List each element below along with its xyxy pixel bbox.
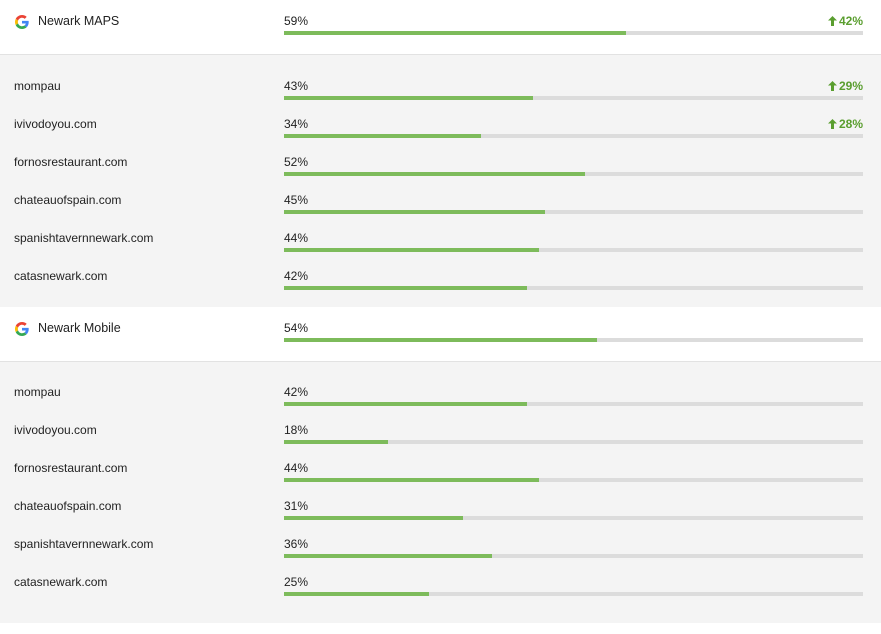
progress-fill xyxy=(284,96,533,100)
progress-fill xyxy=(284,31,626,35)
progress-fill xyxy=(284,554,493,558)
competitor-percent: 45% xyxy=(284,193,309,207)
list-item: fornosrestaurant.com 44% xyxy=(0,438,881,482)
competitor-percent: 36% xyxy=(284,537,309,551)
list-item: spanishtavernnewark.com 36% xyxy=(0,514,881,558)
progress-bar xyxy=(284,248,863,252)
progress-bar xyxy=(284,134,863,138)
list-item: mompau 42% xyxy=(0,362,881,406)
competitor-name: fornosrestaurant.com xyxy=(14,155,128,169)
section-title: Newark Mobile xyxy=(38,321,121,335)
progress-fill xyxy=(284,516,464,520)
section-header-newark-maps: Newark MAPS 59% 42% xyxy=(0,0,881,55)
competitor-name: chateauofspain.com xyxy=(14,499,122,513)
progress-bar xyxy=(284,286,863,290)
competitor-name: spanishtavernnewark.com xyxy=(14,231,154,245)
competitor-percent: 52% xyxy=(284,155,309,169)
competitor-percent: 43% xyxy=(284,79,309,93)
list-item: ivivodoyou.com 34% 28% xyxy=(0,94,881,138)
progress-fill xyxy=(284,338,597,342)
change-indicator: 28% xyxy=(827,117,863,131)
change-indicator: 29% xyxy=(827,79,863,93)
progress-bar xyxy=(284,338,863,342)
progress-fill xyxy=(284,210,545,214)
competitor-name: ivivodoyou.com xyxy=(14,423,97,437)
competitor-list-newark-maps: mompau 43% 29% ivivodoyou.com 34% 28% fo… xyxy=(0,55,881,307)
progress-fill xyxy=(284,440,389,444)
list-item: catasnewark.com 25% xyxy=(0,552,881,596)
change-indicator: 42% xyxy=(827,14,863,28)
progress-bar xyxy=(284,402,863,406)
competitor-percent: 44% xyxy=(284,231,309,245)
progress-bar xyxy=(284,172,863,176)
section-header-newark-mobile: Newark Mobile 54% xyxy=(0,307,881,362)
competitor-name: catasnewark.com xyxy=(14,269,108,283)
competitor-name: fornosrestaurant.com xyxy=(14,461,128,475)
change-value: 29% xyxy=(838,79,863,93)
google-g-icon xyxy=(15,15,29,29)
progress-bar xyxy=(284,478,863,482)
list-item: chateauofspain.com 31% xyxy=(0,476,881,520)
progress-bar xyxy=(284,96,863,100)
progress-fill xyxy=(284,592,429,596)
progress-fill xyxy=(284,172,586,176)
progress-bar xyxy=(284,440,863,444)
list-item: ivivodoyou.com 18% xyxy=(0,400,881,444)
list-item: spanishtavernnewark.com 44% xyxy=(0,208,881,252)
competitor-percent: 44% xyxy=(284,461,309,475)
arrow-up-icon xyxy=(827,119,837,129)
competitor-percent: 42% xyxy=(284,385,309,399)
competitor-name: ivivodoyou.com xyxy=(14,117,97,131)
competitor-percent: 34% xyxy=(284,117,309,131)
competitor-name: chateauofspain.com xyxy=(14,193,122,207)
competitor-percent: 25% xyxy=(284,575,309,589)
arrow-up-icon xyxy=(827,16,837,26)
list-item: mompau 43% 29% xyxy=(0,56,881,100)
progress-fill xyxy=(284,248,539,252)
progress-bar xyxy=(284,516,863,520)
competitor-percent: 31% xyxy=(284,499,309,513)
competitor-name: spanishtavernnewark.com xyxy=(14,537,154,551)
section-percent: 59% xyxy=(284,14,309,28)
progress-bar xyxy=(284,31,863,35)
arrow-up-icon xyxy=(827,81,837,91)
change-value: 28% xyxy=(838,117,863,131)
competitor-name: mompau xyxy=(14,79,61,93)
progress-bar xyxy=(284,210,863,214)
progress-bar xyxy=(284,554,863,558)
competitor-name: mompau xyxy=(14,385,61,399)
competitor-percent: 42% xyxy=(284,269,309,283)
section-percent: 54% xyxy=(284,321,309,335)
list-item: chateauofspain.com 45% xyxy=(0,170,881,214)
section-title: Newark MAPS xyxy=(38,14,120,28)
competitor-percent: 18% xyxy=(284,423,309,437)
progress-fill xyxy=(284,478,539,482)
progress-fill xyxy=(284,134,481,138)
progress-bar xyxy=(284,592,863,596)
competitor-list-newark-mobile: mompau 42% ivivodoyou.com 18% fornosrest… xyxy=(0,362,881,623)
competitor-name: catasnewark.com xyxy=(14,575,108,589)
progress-fill xyxy=(284,402,528,406)
list-item: catasnewark.com 42% xyxy=(0,246,881,290)
change-value: 42% xyxy=(838,14,863,28)
progress-fill xyxy=(284,286,528,290)
google-g-icon xyxy=(15,322,29,336)
list-item: fornosrestaurant.com 52% xyxy=(0,132,881,176)
